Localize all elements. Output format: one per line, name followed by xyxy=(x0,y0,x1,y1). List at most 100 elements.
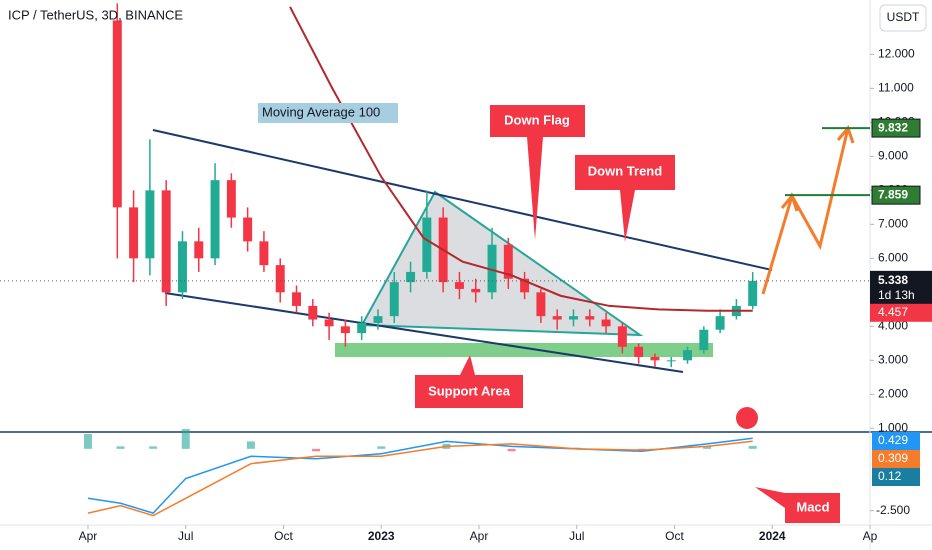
macd-value-label: 0.309 xyxy=(878,451,908,465)
macd-hist xyxy=(748,445,757,449)
x-tick-label: Apr xyxy=(79,529,98,543)
candle-body xyxy=(389,282,399,317)
currency[interactable]: USDT xyxy=(887,10,920,24)
x-tick-label: Apr xyxy=(470,529,489,543)
macd-hist xyxy=(181,429,190,449)
macd-value-label: 0.12 xyxy=(878,469,902,483)
macd-hist xyxy=(83,434,92,449)
x-tick-label: 2024 xyxy=(759,529,786,543)
callout xyxy=(755,487,840,523)
candle-body xyxy=(308,305,318,320)
macd-line xyxy=(87,437,753,514)
x-tick-label: Oct xyxy=(274,529,293,543)
callout-text: Down Flag xyxy=(504,112,570,127)
x-tick-label: Oct xyxy=(665,529,684,543)
support-zone xyxy=(335,343,713,357)
macd-value-box xyxy=(872,432,920,450)
currency-button[interactable] xyxy=(879,4,927,32)
last-price-label: 5.338 xyxy=(878,273,908,287)
trend-line xyxy=(164,292,684,373)
macd-signal xyxy=(87,440,753,517)
candle-body xyxy=(634,346,644,357)
candle-body xyxy=(357,322,367,334)
candle-body xyxy=(210,180,220,259)
candle-body xyxy=(194,241,204,259)
macd-value-label: 0.429 xyxy=(878,433,908,447)
callout xyxy=(575,155,675,242)
y-tick-label: -2.500 xyxy=(876,503,910,517)
candle-body xyxy=(145,190,155,259)
y-tick-label: 11.000 xyxy=(878,81,914,95)
candle-body xyxy=(520,278,530,293)
trend-line xyxy=(152,129,773,271)
y-tick-label: 7.000 xyxy=(878,217,908,231)
target-label: 9.832 xyxy=(878,120,908,134)
ma-value-box xyxy=(870,303,932,322)
candle-body xyxy=(292,292,301,306)
callout xyxy=(490,105,585,240)
y-tick-label: 12.000 xyxy=(878,47,915,61)
y-tick-label: 6.000 xyxy=(878,251,908,265)
macd-hist xyxy=(507,448,516,452)
y-tick-label: 2.000 xyxy=(878,386,908,400)
target-label: 7.859 xyxy=(878,187,908,201)
macd-value-box xyxy=(872,468,920,486)
candle-body xyxy=(569,316,578,320)
x-tick-label: 2023 xyxy=(368,529,395,543)
y-tick-label: 4.000 xyxy=(878,318,908,332)
candle-body xyxy=(406,271,416,283)
candle-body xyxy=(471,288,481,293)
candle-body xyxy=(617,326,627,347)
candle-body xyxy=(683,350,693,361)
logo xyxy=(736,407,758,429)
candle-body xyxy=(650,356,660,361)
callout xyxy=(415,355,523,408)
candle-body xyxy=(454,282,464,289)
flag-triangle xyxy=(360,190,644,337)
y-tick-label: 3.000 xyxy=(878,352,908,366)
callout-text: Support Area xyxy=(428,383,511,398)
title: ICP / TetherUS, 3D, BINANCE xyxy=(8,7,183,22)
candle-body xyxy=(422,217,432,272)
candle-body xyxy=(536,292,546,317)
candle-body xyxy=(666,360,676,362)
candle-body xyxy=(259,241,269,266)
target-box xyxy=(871,185,921,205)
ma-label: Moving Average 100 xyxy=(262,104,380,119)
last-price-box xyxy=(870,270,932,305)
candle-body xyxy=(275,265,285,293)
countdown: 1d 13h xyxy=(878,288,915,302)
macd-hist xyxy=(246,441,255,449)
macd-hist xyxy=(312,448,321,452)
candle-body xyxy=(585,316,595,320)
x-tick-label: Jul xyxy=(178,529,193,543)
candle-body xyxy=(715,316,725,330)
candle-body xyxy=(177,241,187,293)
candle-body xyxy=(503,244,513,279)
y-tick-label: 9.000 xyxy=(878,149,908,163)
callout-text: Macd xyxy=(796,499,829,514)
callout-text: Down Trend xyxy=(588,163,662,178)
macd-hist xyxy=(149,446,158,449)
macd-hist xyxy=(703,446,712,449)
macd-hist xyxy=(116,446,125,449)
candle-body xyxy=(373,316,383,323)
candle-body xyxy=(748,280,758,306)
candle-body xyxy=(129,207,139,259)
candle-body xyxy=(112,20,122,208)
x-tick-label: Jul xyxy=(569,529,584,543)
ma-label-box xyxy=(258,103,398,123)
candle-body xyxy=(601,319,611,327)
y-tick-label: 1.000 xyxy=(878,420,908,434)
macd-hist xyxy=(377,446,386,449)
candle-body xyxy=(552,316,562,320)
candle-body xyxy=(324,319,334,327)
candle-body xyxy=(226,180,236,218)
moving-average xyxy=(289,6,753,312)
candle-body xyxy=(340,326,350,334)
candle-body xyxy=(161,190,171,293)
candle-body xyxy=(487,244,497,293)
projection xyxy=(761,127,850,295)
ma-value-label: 4.457 xyxy=(878,305,908,319)
